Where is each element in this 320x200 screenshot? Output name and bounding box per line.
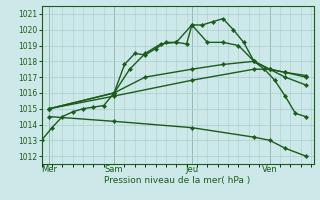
X-axis label: Pression niveau de la mer( hPa ): Pression niveau de la mer( hPa ): [104, 176, 251, 185]
